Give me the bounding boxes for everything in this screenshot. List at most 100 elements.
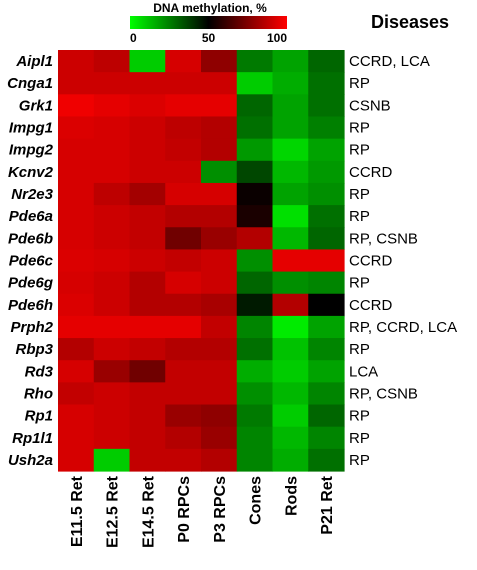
heatmap-cell [129, 94, 166, 118]
heatmap-cell [272, 205, 309, 228]
heatmap-cell [58, 72, 95, 95]
heatmap-cell [93, 182, 131, 206]
gene-label: Ush2a [8, 452, 53, 469]
gene-label: Aipl1 [15, 53, 53, 70]
heatmap-cell [272, 382, 309, 406]
gene-label: Rho [24, 385, 53, 402]
heatmap-cell [272, 227, 309, 251]
gene-label: Pde6c [9, 253, 54, 270]
heatmap-cell [165, 72, 202, 95]
heatmap-cell [272, 72, 309, 95]
heatmap-cell [201, 182, 238, 206]
disease-label: RP [349, 120, 370, 137]
disease-label: RP, CCRD, LCA [349, 319, 457, 336]
heatmap-cell [93, 293, 131, 317]
heatmap-cell [308, 227, 345, 251]
heatmap-cell [165, 182, 202, 206]
heatmap-cell [308, 360, 345, 383]
heatmap-cell [129, 426, 166, 450]
column-label: P21 Ret [319, 475, 336, 534]
heatmap-cell [129, 227, 166, 251]
disease-label: LCA [349, 363, 378, 380]
heatmap-cell [272, 50, 309, 73]
column-label: E14.5 Ret [140, 475, 157, 548]
diseases-header: Diseases [371, 12, 449, 32]
disease-label: RP [349, 208, 370, 225]
legend-tick-label: 100 [267, 31, 287, 45]
heatmap-cell [58, 360, 95, 383]
heatmap-cell [236, 94, 274, 118]
heatmap-cell [58, 249, 95, 273]
heatmap-cell [58, 50, 95, 73]
heatmap-cell [201, 205, 238, 228]
heatmap-cell [201, 315, 238, 339]
heatmap-cell [165, 271, 202, 295]
disease-label: RP [349, 275, 370, 292]
heatmap-cell [165, 404, 202, 428]
column-label: E12.5 Ret [105, 475, 122, 548]
heatmap-cell [93, 448, 131, 472]
heatmap-cell [165, 205, 202, 228]
heatmap-cell [272, 160, 309, 184]
heatmap-cell [236, 293, 274, 317]
heatmap-cell [165, 50, 202, 73]
heatmap-cell [201, 72, 238, 95]
heatmap-cell [93, 138, 131, 162]
heatmap-cell [93, 271, 131, 295]
heatmap-cell [201, 271, 238, 295]
disease-label: RP, CSNB [349, 385, 418, 402]
heatmap-cell [93, 160, 131, 184]
heatmap-cell [308, 271, 345, 295]
heatmap-cell [201, 426, 238, 450]
heatmap-cell [272, 360, 309, 383]
heatmap-cell [58, 205, 95, 228]
heatmap-cell [201, 94, 238, 118]
heatmap-cell [308, 205, 345, 228]
heatmap-cell [165, 338, 202, 361]
heatmap-cell [308, 160, 345, 184]
heatmap-cell [129, 448, 166, 472]
heatmap-cell [129, 382, 166, 406]
heatmap-cell [272, 426, 309, 450]
heatmap-cell [236, 138, 274, 162]
disease-label: RP [349, 142, 370, 159]
heatmap-cell [93, 116, 131, 140]
heatmap-cell [272, 315, 309, 339]
heatmap-cell [93, 382, 131, 406]
heatmap-cell [129, 50, 166, 73]
heatmap-cell [201, 382, 238, 406]
heatmap-cell [308, 249, 345, 273]
heatmap-cell [93, 72, 131, 95]
legend-tick-label: 0 [130, 31, 137, 45]
disease-label: RP [349, 430, 370, 447]
heatmap-cell [165, 293, 202, 317]
heatmap-cell [58, 138, 95, 162]
disease-label: CCRD [349, 253, 392, 270]
heatmap-cell [58, 338, 95, 361]
disease-label: RP, CSNB [349, 230, 418, 247]
heatmap-cell [58, 271, 95, 295]
legend-title: DNA methylation, % [153, 1, 267, 15]
disease-label: RP [349, 408, 370, 425]
heatmap-cell [129, 205, 166, 228]
heatmap-cell [58, 315, 95, 339]
heatmap-cell [165, 448, 202, 472]
heatmap-cell [236, 72, 274, 95]
heatmap-cell [58, 160, 95, 184]
heatmap-cell [272, 338, 309, 361]
heatmap-cell [308, 293, 345, 317]
heatmap-cell [165, 160, 202, 184]
heatmap-cell [165, 94, 202, 118]
heatmap-cell [129, 249, 166, 273]
heatmap-cell [272, 138, 309, 162]
heatmap-cell [236, 227, 274, 251]
disease-label: RP [349, 75, 370, 92]
heatmap-cell [236, 382, 274, 406]
heatmap-cell [236, 315, 274, 339]
heatmap-cell [129, 160, 166, 184]
heatmap-cell [93, 50, 131, 73]
heatmap-cell [58, 426, 95, 450]
heatmap-cell [165, 426, 202, 450]
disease-label: CCRD, LCA [349, 53, 430, 70]
